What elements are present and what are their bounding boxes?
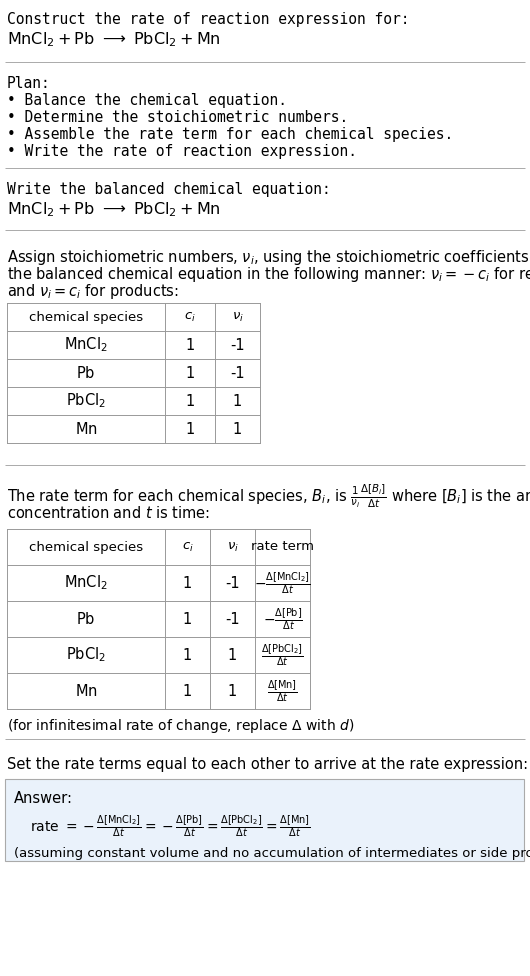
Text: Construct the rate of reaction expression for:: Construct the rate of reaction expressio… — [7, 12, 410, 27]
Text: 1: 1 — [228, 683, 237, 699]
Text: $\nu_i$: $\nu_i$ — [226, 541, 238, 553]
Text: $c_i$: $c_i$ — [182, 541, 193, 553]
Text: • Determine the stoichiometric numbers.: • Determine the stoichiometric numbers. — [7, 110, 348, 125]
Text: rate term: rate term — [251, 541, 314, 553]
Text: Plan:: Plan: — [7, 76, 51, 91]
Text: $\mathrm{MnCl_2}$: $\mathrm{MnCl_2}$ — [64, 574, 108, 592]
Text: Answer:: Answer: — [14, 791, 73, 806]
Text: (assuming constant volume and no accumulation of intermediates or side products): (assuming constant volume and no accumul… — [14, 847, 530, 860]
Text: $\mathrm{Pb}$: $\mathrm{Pb}$ — [76, 365, 96, 381]
Text: the balanced chemical equation in the following manner: $\nu_i = -c_i$ for react: the balanced chemical equation in the fo… — [7, 265, 530, 284]
Text: 1: 1 — [186, 365, 195, 381]
Text: chemical species: chemical species — [29, 310, 143, 323]
Text: 1: 1 — [183, 612, 192, 627]
Text: $\mathrm{MnCl_2 + Pb\ \longrightarrow\ PbCl_2 + Mn}$: $\mathrm{MnCl_2 + Pb\ \longrightarrow\ P… — [7, 30, 221, 49]
Text: $\mathrm{Mn}$: $\mathrm{Mn}$ — [75, 421, 98, 437]
FancyBboxPatch shape — [5, 779, 524, 861]
Text: $\mathrm{PbCl_2}$: $\mathrm{PbCl_2}$ — [66, 646, 106, 665]
Text: 1: 1 — [183, 576, 192, 590]
Text: 1: 1 — [183, 683, 192, 699]
Text: 1: 1 — [183, 647, 192, 663]
Text: 1: 1 — [228, 647, 237, 663]
Text: • Assemble the rate term for each chemical species.: • Assemble the rate term for each chemic… — [7, 127, 453, 142]
Text: rate $= -\frac{\Delta[\mathrm{MnCl_2}]}{\Delta t} = -\frac{\Delta[\mathrm{Pb}]}{: rate $= -\frac{\Delta[\mathrm{MnCl_2}]}{… — [30, 813, 311, 838]
Text: $-\frac{\Delta[\mathrm{Pb}]}{\Delta t}$: $-\frac{\Delta[\mathrm{Pb}]}{\Delta t}$ — [262, 606, 303, 631]
Text: Assign stoichiometric numbers, $\nu_i$, using the stoichiometric coefficients, $: Assign stoichiometric numbers, $\nu_i$, … — [7, 248, 530, 267]
Text: $\mathrm{MnCl_2}$: $\mathrm{MnCl_2}$ — [64, 336, 108, 354]
Text: $-\frac{\Delta[\mathrm{MnCl_2}]}{\Delta t}$: $-\frac{\Delta[\mathrm{MnCl_2}]}{\Delta … — [254, 570, 311, 596]
Text: -1: -1 — [225, 576, 240, 590]
Text: 1: 1 — [186, 338, 195, 352]
Text: and $\nu_i = c_i$ for products:: and $\nu_i = c_i$ for products: — [7, 282, 179, 301]
Text: 1: 1 — [186, 422, 195, 436]
Text: 1: 1 — [233, 393, 242, 409]
Text: -1: -1 — [230, 365, 245, 381]
Text: • Write the rate of reaction expression.: • Write the rate of reaction expression. — [7, 144, 357, 159]
Text: $\frac{\Delta[\mathrm{PbCl_2}]}{\Delta t}$: $\frac{\Delta[\mathrm{PbCl_2}]}{\Delta t… — [261, 642, 304, 668]
Text: 1: 1 — [186, 393, 195, 409]
Text: Write the balanced chemical equation:: Write the balanced chemical equation: — [7, 182, 331, 197]
Text: chemical species: chemical species — [29, 541, 143, 553]
Text: $\mathrm{Pb}$: $\mathrm{Pb}$ — [76, 611, 96, 627]
Text: $c_i$: $c_i$ — [184, 310, 196, 324]
Text: Set the rate terms equal to each other to arrive at the rate expression:: Set the rate terms equal to each other t… — [7, 757, 528, 772]
Text: $\nu_i$: $\nu_i$ — [232, 310, 243, 324]
Text: $\mathrm{MnCl_2 + Pb\ \longrightarrow\ PbCl_2 + Mn}$: $\mathrm{MnCl_2 + Pb\ \longrightarrow\ P… — [7, 200, 221, 219]
Text: $\mathrm{PbCl_2}$: $\mathrm{PbCl_2}$ — [66, 391, 106, 410]
Text: • Balance the chemical equation.: • Balance the chemical equation. — [7, 93, 287, 108]
Text: The rate term for each chemical species, $B_i$, is $\frac{1}{\nu_i}\frac{\Delta[: The rate term for each chemical species,… — [7, 483, 530, 510]
Text: $\mathrm{Mn}$: $\mathrm{Mn}$ — [75, 683, 98, 699]
Text: $\frac{\Delta[\mathrm{Mn}]}{\Delta t}$: $\frac{\Delta[\mathrm{Mn}]}{\Delta t}$ — [267, 678, 298, 704]
Text: -1: -1 — [230, 338, 245, 352]
Text: 1: 1 — [233, 422, 242, 436]
Text: (for infinitesimal rate of change, replace Δ with $d$): (for infinitesimal rate of change, repla… — [7, 717, 354, 735]
Text: concentration and $t$ is time:: concentration and $t$ is time: — [7, 505, 210, 521]
Text: -1: -1 — [225, 612, 240, 627]
